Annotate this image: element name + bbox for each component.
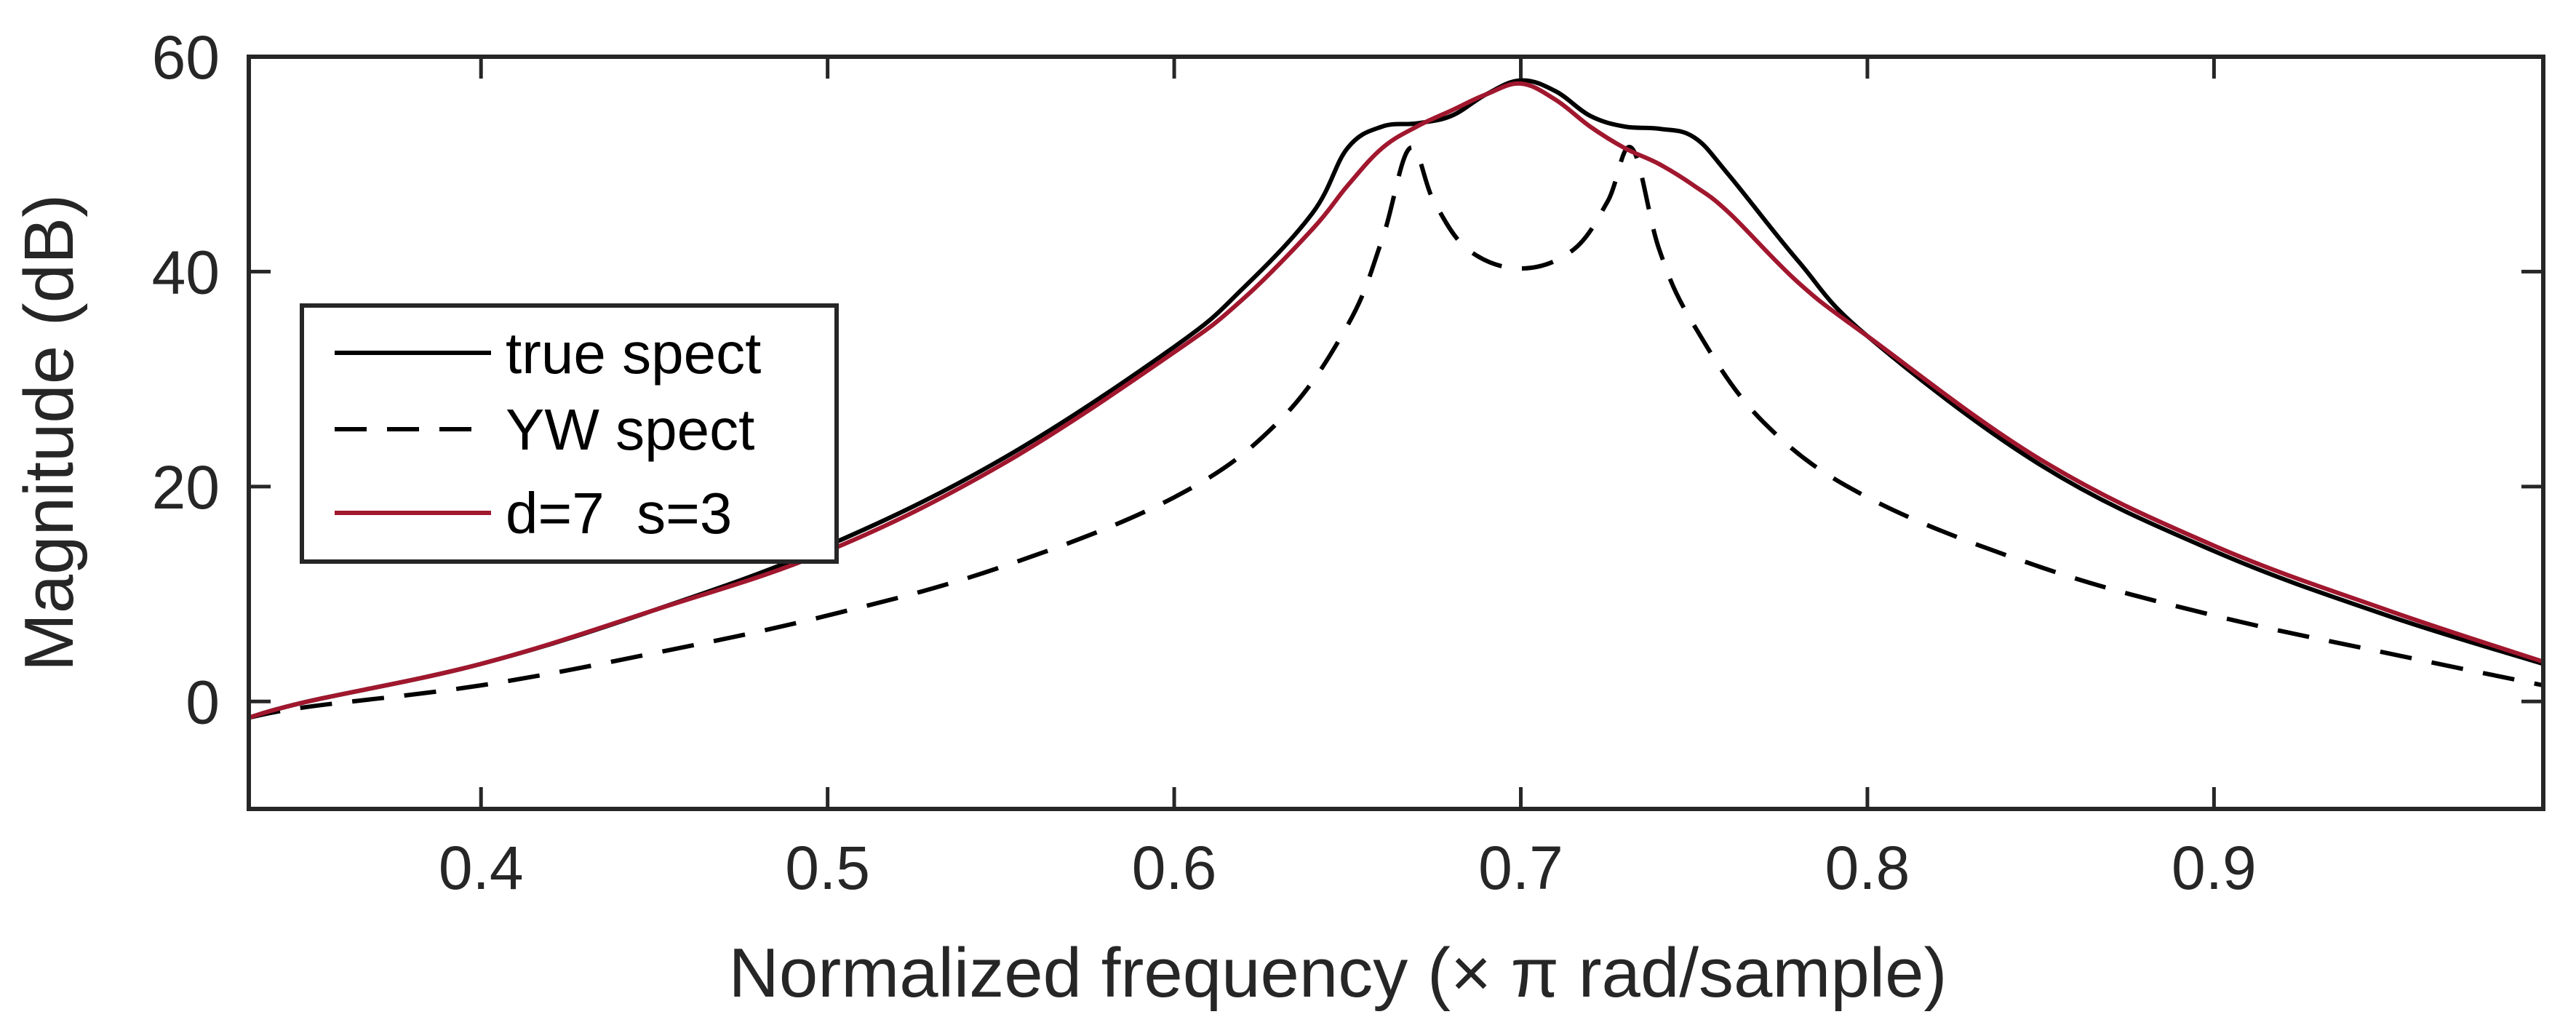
x-tick-label: 0.8 (1825, 834, 1910, 902)
x-tick-label: 0.9 (2172, 834, 2257, 902)
y-tick-label: 0 (186, 668, 220, 736)
y-tick-label: 20 (152, 453, 220, 522)
axes-box (247, 55, 2545, 811)
series-line-d7-s3 (249, 81, 2543, 720)
y-tick-label: 60 (152, 23, 220, 92)
y-tick-label: 40 (152, 238, 220, 306)
y-axis-title: Magnitude (dB) (10, 194, 88, 671)
series-line-yw-spect (249, 145, 2543, 720)
legend-label-d7-s3: d=7 s=3 (506, 481, 732, 546)
series-line-true-spect (249, 78, 2543, 720)
x-tick-label: 0.5 (785, 834, 870, 902)
legend-label-true-spect: true spect (506, 321, 761, 386)
x-tick-label: 0.4 (439, 834, 524, 902)
plot-lines (249, 78, 2543, 720)
legend-box (300, 303, 839, 564)
x-tick-label: 0.7 (1478, 834, 1563, 902)
legend-label-yw-spect: YW spect (506, 397, 754, 462)
axis-tick-labels: 0.4 0.5 0.6 0.7 0.8 0.9 0 20 40 60 (152, 23, 2257, 902)
axis-ticks (249, 55, 2543, 809)
legend: true spect YW spect d=7 s=3 (300, 303, 839, 564)
x-axis-title: Normalized frequency (× π rad/sample) (729, 934, 1947, 1012)
x-tick-label: 0.6 (1132, 834, 1217, 902)
